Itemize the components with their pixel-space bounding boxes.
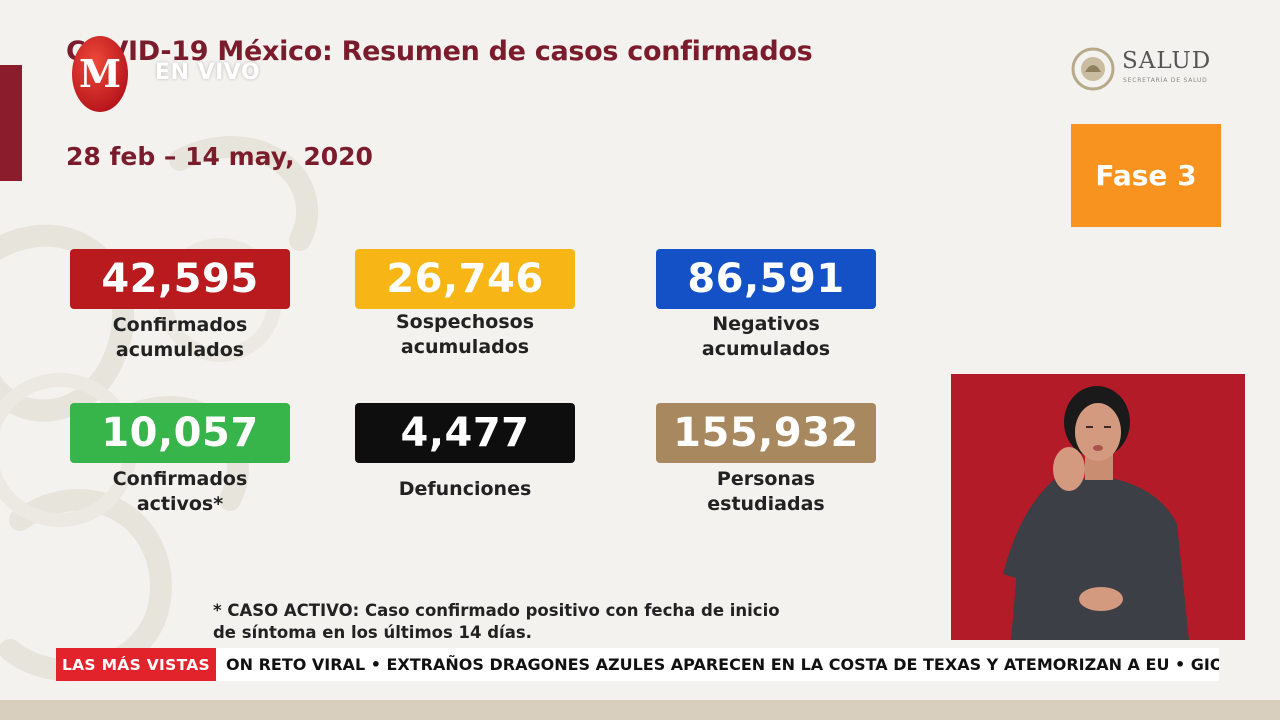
- date-range: 28 feb – 14 may, 2020: [66, 142, 373, 171]
- milenio-logo: M: [70, 34, 130, 114]
- stat-label-line: Personas: [716, 468, 816, 490]
- salud-logo-subtitle: SECRETARÍA DE SALUD: [1123, 77, 1208, 84]
- page-title: COVID-19 México: Resumen de casos confir…: [66, 36, 813, 67]
- stat-label-line: Confirmados: [112, 468, 248, 490]
- stat-label: Confirmados acumulados: [70, 313, 290, 363]
- stat-label-line: acumulados: [400, 336, 530, 358]
- left-accent-bar: [0, 65, 22, 181]
- svg-text:M: M: [79, 51, 121, 96]
- stat-value: 10,057: [70, 403, 290, 463]
- stat-confirmados-acumulados: 42,595 Confirmados acumulados: [70, 249, 290, 363]
- stat-value: 155,932: [656, 403, 876, 463]
- ticker-label: LAS MÁS VISTAS: [56, 648, 216, 681]
- phase-badge: Fase 3: [1071, 124, 1221, 227]
- stat-label: Negativos acumulados: [656, 312, 876, 362]
- stat-defunciones: 4,477 Defunciones: [355, 403, 575, 502]
- stat-label-line: Sospechosos: [395, 311, 535, 333]
- footnote-line: * CASO ACTIVO: Caso confirmado positivo …: [213, 601, 780, 620]
- ticker-text: ON RETO VIRAL • EXTRAÑOS DRAGONES AZULES…: [226, 655, 1219, 674]
- active-case-footnote: * CASO ACTIVO: Caso confirmado positivo …: [213, 600, 853, 644]
- stat-label-line: estudiadas: [707, 493, 825, 515]
- stat-personas-estudiadas: 155,932 Personas estudiadas: [656, 403, 876, 517]
- footnote-line: de síntoma en los últimos 14 días.: [213, 623, 532, 642]
- bottom-bar: [0, 700, 1280, 720]
- news-ticker: LAS MÁS VISTAS ON RETO VIRAL • EXTRAÑOS …: [56, 648, 1219, 681]
- salud-logo-text: SALUD: [1122, 48, 1212, 74]
- sign-language-interpreter-video: [951, 374, 1245, 640]
- stat-label-line: acumulados: [115, 339, 245, 361]
- mexico-eagle-emblem-icon: [1071, 47, 1115, 91]
- live-indicator: EN VIVO: [155, 60, 261, 85]
- stat-label-line: activos*: [136, 493, 224, 515]
- stat-value: 86,591: [656, 249, 876, 309]
- stat-label: Sospechosos acumulados: [355, 310, 575, 360]
- stat-value: 42,595: [70, 249, 290, 309]
- stat-label-line: Negativos: [712, 313, 820, 335]
- salud-logo: SALUD SECRETARÍA DE SALUD: [1070, 44, 1230, 94]
- stat-label: Defunciones: [355, 477, 575, 502]
- stat-confirmados-activos: 10,057 Confirmados activos*: [70, 403, 290, 517]
- stat-sospechosos-acumulados: 26,746 Sospechosos acumulados: [355, 249, 575, 360]
- stat-value: 4,477: [355, 403, 575, 463]
- stat-label: Personas estudiadas: [656, 467, 876, 517]
- stat-label-line: Confirmados: [112, 314, 248, 336]
- stat-label-line: acumulados: [701, 338, 831, 360]
- stat-negativos-acumulados: 86,591 Negativos acumulados: [656, 249, 876, 362]
- stat-label: Confirmados activos*: [70, 467, 290, 517]
- stat-label-line: Defunciones: [398, 478, 532, 500]
- stat-value: 26,746: [355, 249, 575, 309]
